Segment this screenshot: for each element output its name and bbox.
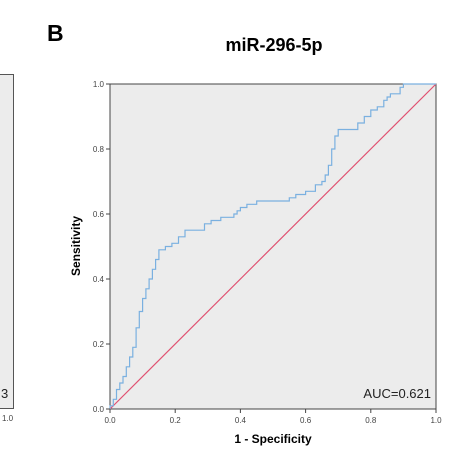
reference-line (109, 83, 437, 410)
y-tick-label: 0.0 (93, 405, 105, 414)
y-tick-label: 0.6 (93, 210, 105, 219)
x-axis-title: 1 - Specificity (234, 432, 312, 446)
y-tick-label: 0.2 (93, 340, 105, 349)
x-tick-label: 0.4 (235, 416, 247, 425)
x-tick-label: 1.0 (430, 416, 442, 425)
chart-marks (109, 83, 437, 410)
y-tick-label: 1.0 (93, 80, 105, 89)
x-tick-label: 0.8 (365, 416, 377, 425)
roc-curve (109, 83, 436, 409)
left-panel-partial-plot-area (0, 74, 14, 409)
axis-ticks: 0.0 0.2 0.4 0.6 0.8 1.0 0.0 0.2 0.4 0.6 0.8 1.0 (93, 80, 442, 425)
auc-annotation: AUC=0.621 (363, 386, 431, 401)
x-tick-label: 0.6 (300, 416, 312, 425)
panel-label: B (47, 20, 64, 46)
x-tick-label: 0.0 (104, 416, 116, 425)
x-tick-label: 0.2 (170, 416, 182, 425)
left-panel-partial-tick-label: 1.0 (2, 414, 14, 423)
chart-title: miR-296-5p (225, 35, 323, 55)
y-tick-label: 0.8 (93, 145, 105, 154)
y-axis-title: Sensitivity (69, 216, 83, 276)
left-panel-partial-annotation: 3 (1, 386, 9, 401)
y-tick-label: 0.4 (93, 275, 105, 284)
